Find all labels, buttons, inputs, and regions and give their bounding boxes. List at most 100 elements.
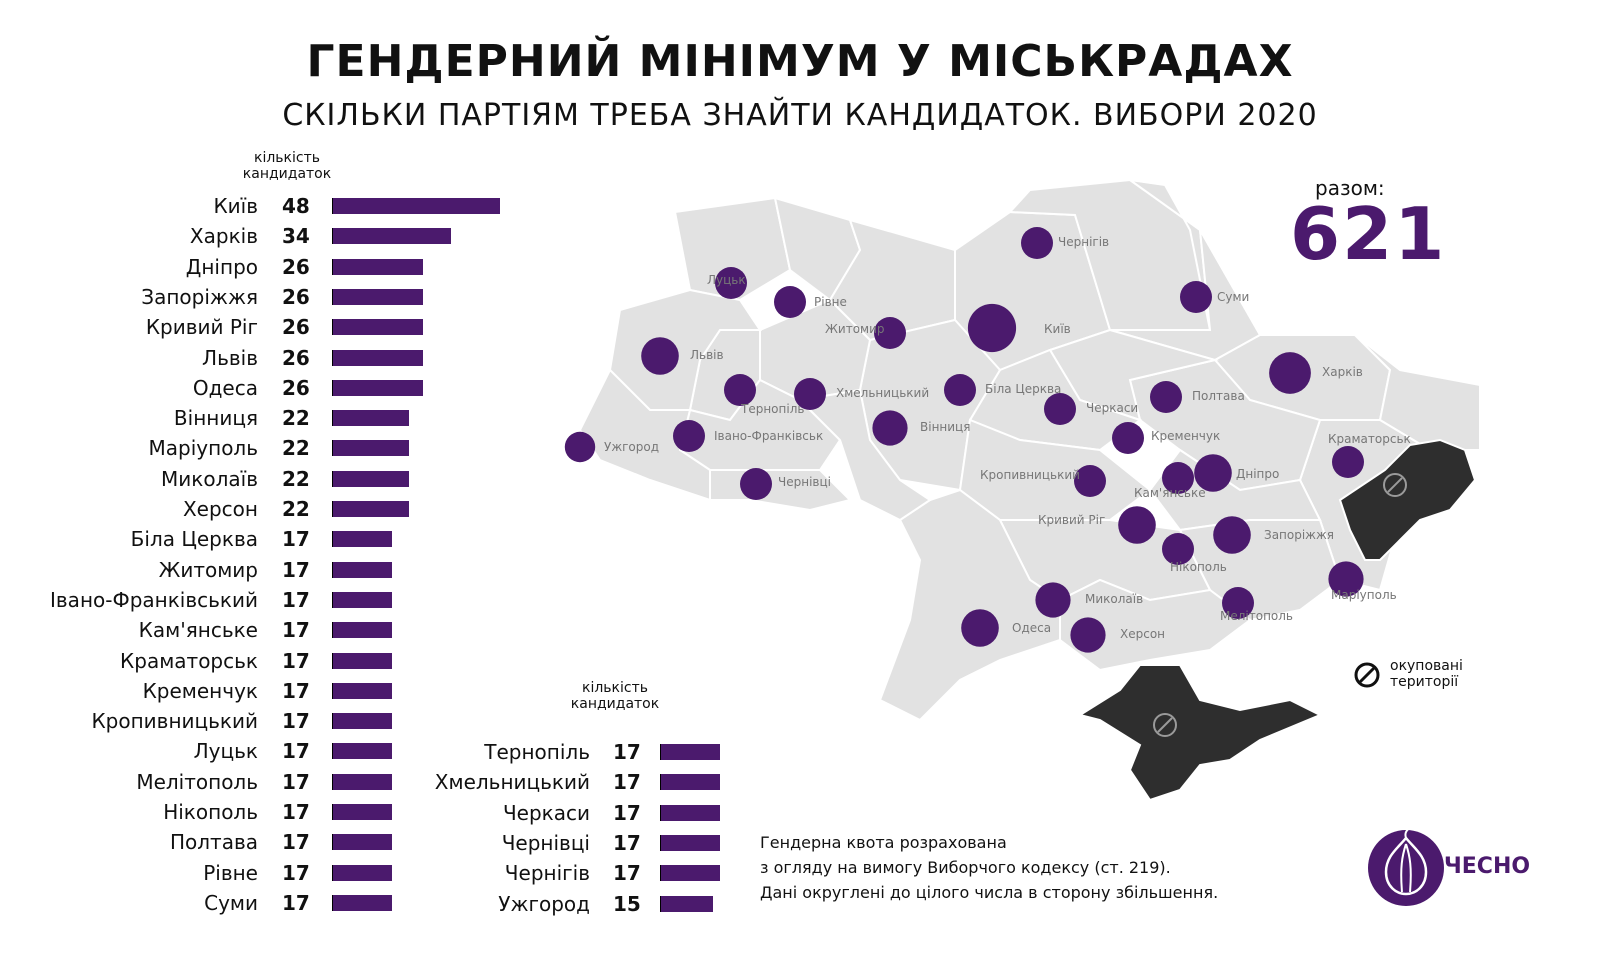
city-bubble	[1180, 281, 1212, 313]
prohibited-icon	[1354, 662, 1380, 688]
city-label: Черкаси	[1086, 401, 1138, 415]
city-label: Кривий Ріг	[1038, 513, 1105, 527]
bar-row: Кам'янське 17	[0, 615, 392, 645]
bar-row: Дніпро 26	[0, 252, 423, 282]
bar-row: Івано-Франківський 17	[0, 585, 392, 615]
bar-value-label: 26	[282, 254, 310, 279]
bar	[332, 410, 409, 427]
bar-category-label: Кам'янське	[138, 618, 258, 643]
occupied-legend-line-1: окуповані	[1390, 658, 1463, 674]
bar	[332, 561, 392, 578]
bar-value-label: 22	[282, 497, 310, 521]
map-region	[1129, 179, 1211, 331]
occupied-territories	[1077, 438, 1477, 802]
city-label: Запоріжжя	[1264, 528, 1334, 542]
city-bubble	[1162, 462, 1194, 494]
city-label: Дніпро	[1236, 467, 1279, 481]
city-bubble	[1269, 352, 1311, 394]
city-label: Львів	[690, 348, 724, 362]
total-label: разом:	[1315, 176, 1385, 200]
city-bubble	[967, 303, 1017, 353]
bar-value-label: 17	[282, 648, 310, 673]
header-line-1: кількість	[254, 150, 320, 166]
bar-value-label: 17	[282, 709, 310, 734]
footnote-line-2: з огляду на вимогу Виборчого кодексу (ст…	[760, 858, 1171, 877]
city-label: Хмельницький	[836, 386, 929, 400]
bar-category-label: Чернігів	[504, 861, 590, 886]
bar-value-label: 26	[282, 375, 310, 400]
bar-category-label: Дніпро	[185, 254, 258, 279]
footnote-line-3: Дані округлені до цілого числа в сторону…	[760, 883, 1219, 902]
city-label: Суми	[1217, 290, 1249, 304]
bar-value-label: 17	[282, 860, 310, 885]
bar-category-label: Миколаїв	[161, 466, 258, 491]
bar-value-label: 17	[613, 740, 641, 764]
bar-value-label: 17	[282, 800, 310, 824]
bar-row: Миколаїв 22	[0, 464, 409, 494]
city-bubble	[961, 609, 999, 647]
bar-row: Нікополь 17	[0, 797, 392, 827]
bar-category-label: Тернопіль	[484, 740, 590, 764]
bar-value-label: 48	[282, 194, 310, 218]
bar-category-label: Київ	[213, 194, 258, 218]
bar-row: Суми 17	[0, 888, 392, 918]
bar	[332, 531, 392, 548]
city-label: Чернігів	[1058, 235, 1109, 249]
bar-row: Чернівці 17	[0, 828, 720, 858]
city-label: Харків	[1322, 365, 1363, 379]
bar	[660, 865, 720, 882]
bar-value-label: 17	[282, 678, 310, 703]
city-label: Миколаїв	[1085, 592, 1143, 606]
bar-category-label: Вінниця	[173, 406, 258, 431]
prohibited-icon	[1153, 713, 1177, 737]
city-label: Краматорськ	[1328, 432, 1411, 446]
bar-row: Маріуполь 22	[0, 433, 409, 463]
map-region	[1059, 578, 1252, 672]
occupied-region	[1077, 664, 1323, 802]
bar-value-label: 17	[282, 587, 310, 612]
map-region	[673, 196, 792, 302]
bar-row: Харків 34	[0, 221, 451, 251]
bar-value-label: 17	[282, 890, 310, 915]
bar	[332, 440, 409, 457]
bar	[332, 682, 392, 699]
city-bubble	[1194, 454, 1232, 492]
bar	[332, 319, 423, 336]
city-label: Нікополь	[1170, 560, 1227, 574]
city-label: Тернопіль	[740, 402, 804, 416]
bar	[332, 743, 392, 760]
bar-row: Кременчук 17	[0, 676, 392, 706]
city-bubbles	[564, 227, 1364, 653]
bar-value-label: 26	[282, 345, 310, 370]
city-bubble	[1118, 506, 1156, 544]
bar-category-label: Харків	[189, 224, 258, 249]
city-label: Івано-Франківськ	[714, 429, 823, 443]
bar-category-label: Хмельницький	[434, 770, 590, 795]
bar-value-label: 17	[613, 861, 641, 886]
bar-value-label: 17	[282, 830, 310, 855]
city-bubble	[1150, 381, 1182, 413]
bar-row: Хмельницький 17	[0, 767, 720, 797]
bar-category-label: Біла Церква	[130, 527, 258, 552]
header-line-1: кількість	[582, 680, 648, 696]
bar-category-label: Івано-Франківський	[50, 587, 258, 612]
bar-value-label: 17	[613, 800, 641, 825]
bar-chart-header-right: кількість кандидаток	[560, 680, 670, 712]
city-bubble	[872, 410, 908, 446]
bar-chart-header-left: кількість кандидаток	[232, 150, 342, 182]
bar-value-label: 15	[613, 891, 641, 916]
footnote-line-1: Гендерна квота розрахована	[760, 833, 1007, 852]
map-region	[578, 368, 711, 502]
city-label: Чернівці	[778, 475, 831, 489]
bar-category-label: Кривий Ріг	[145, 315, 258, 340]
city-bubble	[1074, 465, 1106, 497]
city-label: Житомир	[825, 322, 885, 336]
city-bubble	[673, 420, 705, 452]
bar-row: Тернопіль 17	[0, 737, 720, 767]
city-bubble	[715, 267, 747, 299]
bar	[332, 834, 392, 851]
bar-value-label: 17	[282, 769, 310, 794]
bar-row: Луцьк 17	[0, 736, 392, 766]
bar-value-label: 17	[613, 770, 641, 795]
